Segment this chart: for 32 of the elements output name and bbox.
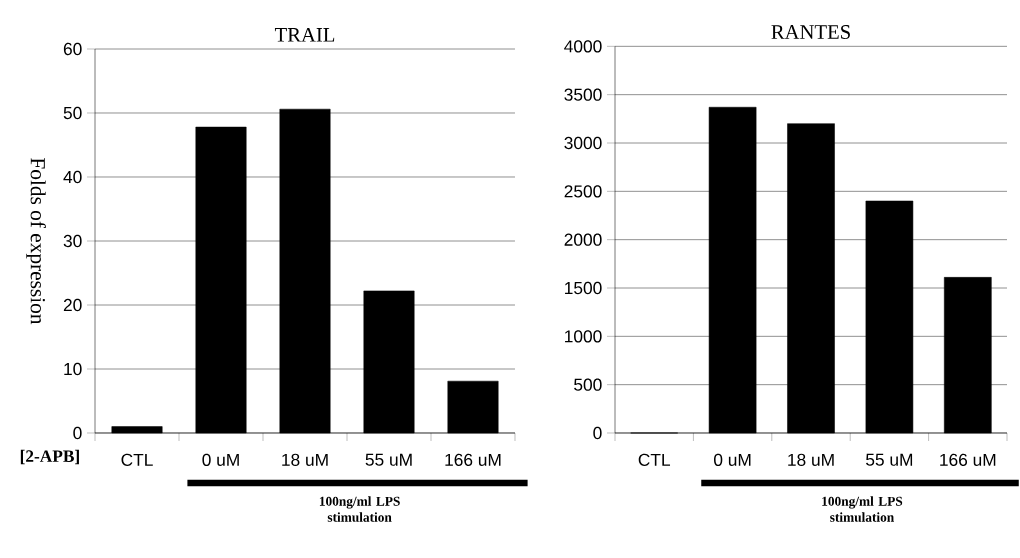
x-tick-label: 55 uM: [866, 453, 913, 466]
x-tick-label: 0 uM: [202, 453, 239, 466]
y-tick-label: 4000: [564, 40, 602, 53]
y-tick-label: 0: [593, 426, 602, 440]
y-tick-label: 2000: [564, 233, 602, 246]
chart-title: RANTES: [771, 25, 850, 39]
y-tick-label: 10: [64, 362, 82, 376]
x-tick-label: 166 uM: [940, 453, 996, 466]
chart-title: TRAIL: [274, 27, 335, 42]
y-tick-label: 0: [73, 426, 82, 440]
y-tick-label: 1500: [565, 281, 602, 295]
x-tick-label: 55 uM: [365, 453, 412, 466]
y-tick-label: 500: [574, 378, 602, 391]
text: 100ng/ml LPS stimulation: [319, 496, 400, 522]
y-tick-label: 50: [63, 106, 82, 120]
y-tick-label: 60: [63, 42, 82, 56]
x-tick-label: CTL: [638, 453, 671, 466]
y-tick-label: 3500: [564, 88, 602, 101]
y-axis-title: Folds of expression: [26, 158, 46, 325]
y-tick-label: 3000: [564, 136, 602, 150]
x-tick-label: 166 uM: [445, 453, 501, 466]
y-tick-label: 30: [63, 234, 82, 248]
x-tick-label: 18 uM: [788, 453, 834, 466]
y-tick-label: 40: [63, 170, 82, 184]
text: [2-APB]: [20, 449, 79, 465]
x-tick-label: 18 uM: [282, 453, 328, 466]
text: 100ng/ml LPS stimulation: [822, 496, 903, 522]
x-tick-label: 0 uM: [714, 453, 751, 466]
x-tick-label: CTL: [121, 453, 153, 466]
y-tick-label: 2500: [564, 185, 602, 198]
y-tick-label: 20: [63, 298, 82, 312]
y-tick-label: 1000: [565, 330, 602, 343]
